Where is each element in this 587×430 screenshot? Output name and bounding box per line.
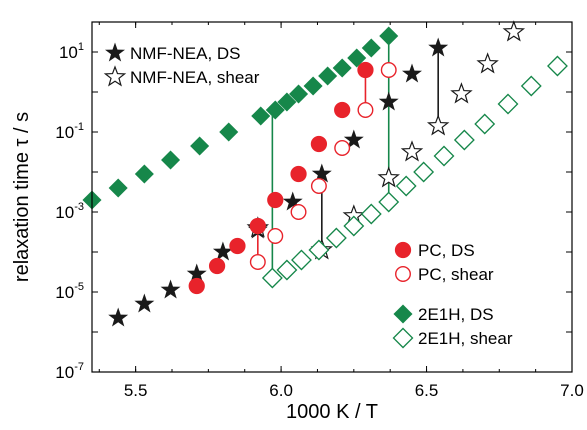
data-point — [334, 140, 351, 156]
y-tick-label: 10-3 — [55, 201, 84, 222]
data-point — [108, 307, 129, 327]
data-point — [520, 75, 542, 97]
data-point — [474, 113, 496, 135]
data-point — [267, 228, 284, 244]
data-point — [188, 277, 205, 295]
data-point — [160, 279, 181, 299]
data-point — [276, 259, 298, 281]
data-point — [190, 136, 210, 156]
data-point — [377, 166, 400, 188]
y-tick-label: 10-7 — [55, 361, 84, 382]
x-tick-label: 6.5 — [415, 381, 439, 400]
data-point — [267, 191, 284, 209]
data-point — [497, 93, 519, 115]
data-point — [251, 106, 271, 126]
data-point — [360, 203, 382, 225]
data-point — [134, 293, 155, 313]
data-point — [357, 102, 374, 118]
data-point — [343, 215, 365, 237]
data-point — [290, 165, 307, 183]
data-point — [161, 150, 181, 170]
legend-label: PC, shear — [418, 265, 494, 284]
series-2e1h-shear — [261, 55, 568, 289]
y-tick-label: 10-1 — [55, 121, 84, 142]
data-point — [361, 38, 381, 58]
y-tick-label: 101 — [59, 41, 84, 62]
data-point — [378, 191, 400, 213]
data-point — [547, 55, 568, 77]
data-point — [378, 91, 399, 111]
data-point — [402, 63, 422, 83]
data-point — [433, 145, 455, 167]
data-point — [208, 257, 226, 275]
data-point — [108, 178, 128, 198]
data-point — [332, 58, 352, 78]
data-point — [453, 129, 475, 151]
x-axis-label: 1000 K / T — [286, 401, 378, 423]
legend-marker — [103, 65, 127, 87]
data-point — [343, 129, 364, 149]
axis-ticks: 5.5 6.0 6.5 7.0 10-7 10-5 10-3 10-1 101 — [55, 22, 584, 400]
data-point — [502, 20, 526, 42]
plot-frame — [91, 21, 573, 373]
data-point — [318, 66, 338, 86]
data-point — [325, 227, 347, 249]
series-pc-shear — [249, 62, 397, 270]
data-point — [310, 135, 328, 153]
legend-label: PC, DS — [418, 241, 475, 260]
legend-label: NMF-NEA, shear — [130, 68, 260, 87]
data-point — [290, 204, 307, 220]
data-point — [413, 161, 435, 183]
legend-marker — [395, 266, 411, 282]
data-point — [291, 249, 312, 271]
y-tick-label: 10-5 — [55, 281, 84, 302]
legend-label: 2E1H, shear — [418, 329, 513, 348]
data-point — [450, 82, 473, 104]
data-point — [134, 164, 154, 184]
legend-label: NMF-NEA, DS — [130, 44, 241, 63]
x-tick-label: 7.0 — [560, 381, 584, 400]
data-point — [476, 52, 499, 74]
legend-label: 2E1H, DS — [418, 305, 494, 324]
data-point — [347, 48, 367, 68]
legend: NMF-NEA, DS NMF-NEA, shear PC, DS PC, shear… — [103, 42, 513, 349]
data-point — [303, 76, 323, 96]
data-point — [249, 254, 266, 270]
data-point — [395, 175, 417, 197]
data-point — [265, 100, 285, 120]
legend-marker — [393, 304, 413, 324]
data-point — [311, 163, 332, 183]
legend-marker — [394, 241, 412, 259]
x-tick-label: 6.0 — [269, 381, 293, 400]
legend-marker — [105, 42, 125, 62]
data-point — [334, 101, 351, 119]
data-point — [400, 140, 424, 162]
series-nmf-nea-shear — [246, 20, 526, 260]
data-point — [426, 114, 450, 136]
data-point — [357, 61, 374, 79]
series-pc-ds — [188, 61, 374, 295]
data-point — [428, 37, 449, 57]
data-point — [249, 217, 266, 235]
data-point — [212, 241, 233, 261]
data-point — [380, 62, 397, 78]
series-2e1h-ds — [82, 26, 399, 210]
y-axis-label: relaxation time τ / s — [11, 112, 33, 282]
data-point — [261, 267, 283, 289]
data-point — [308, 239, 330, 261]
x-tick-label: 5.5 — [124, 381, 148, 400]
data-points — [82, 20, 568, 327]
data-point — [186, 263, 207, 283]
data-point — [229, 237, 246, 255]
data-point — [310, 178, 327, 194]
data-point — [219, 122, 239, 142]
data-point — [277, 92, 297, 112]
data-point — [289, 84, 309, 104]
data-point — [379, 26, 399, 46]
legend-marker — [392, 327, 414, 349]
data-point — [282, 191, 303, 211]
